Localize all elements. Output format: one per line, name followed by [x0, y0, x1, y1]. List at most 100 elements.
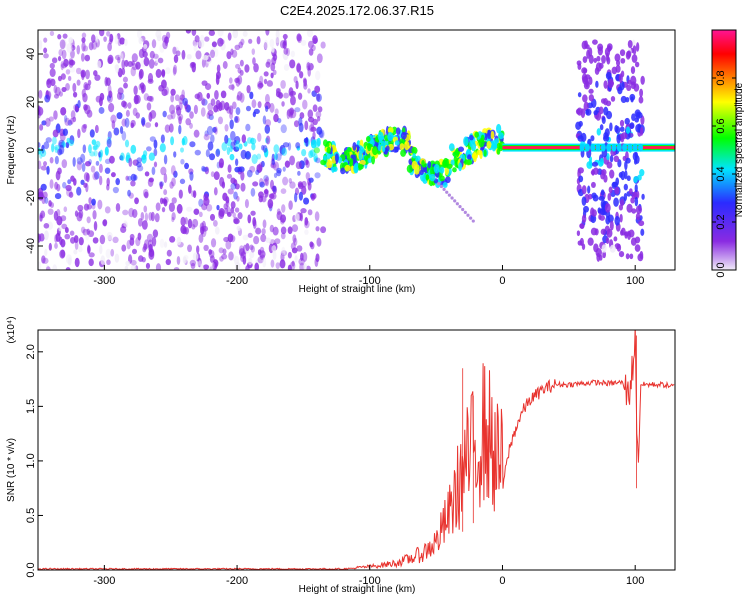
snr-y-tick-label: 0.0: [25, 562, 37, 577]
heatmap-cell: [238, 143, 243, 150]
spectrogram-y-ticks: -40 -20 0 20 40: [25, 48, 43, 254]
heatmap-cell: [615, 126, 621, 135]
colorbar-gradient: [712, 30, 736, 270]
colorbar-frame: [711, 29, 737, 271]
heatmap-cell: [577, 240, 583, 246]
heatmap-cell: [169, 235, 176, 243]
spectrogram-x-tick-label: -100: [359, 275, 381, 287]
heatmap-cell: [629, 253, 634, 260]
heatmap-cell: [616, 243, 622, 252]
heatmap-cell: [252, 57, 256, 65]
heatmap-cell: [626, 50, 632, 58]
heatmap-cell: [275, 153, 282, 161]
heatmap-cell: [52, 264, 58, 270]
heatmap-cell: [461, 207, 465, 212]
heatmap-cell: [121, 67, 126, 76]
heatmap-cell: [257, 132, 262, 142]
heatmap-cell: [130, 122, 135, 129]
heatmap-cell: [251, 154, 258, 165]
heatmap-cell: [81, 41, 86, 52]
heatmap-cell: [218, 247, 224, 254]
heatmap-cell: [635, 111, 641, 120]
colorbar-label: Normalized spectral amplitude: [734, 82, 745, 217]
heatmap-cell: [235, 77, 241, 87]
heatmap-cell: [116, 92, 122, 100]
heatmap-cell: [173, 170, 178, 178]
heatmap-cell: [637, 253, 644, 262]
spectrogram-y-tick-label: 40: [25, 48, 37, 60]
heatmap-cell: [124, 265, 129, 270]
heatmap-cell: [45, 137, 52, 143]
heatmap-cell: [121, 131, 127, 141]
heatmap-cell: [239, 69, 244, 76]
heatmap-cell: [159, 143, 166, 153]
heatmap-cell: [121, 118, 127, 127]
snr-y-tick-label: 1.5: [25, 399, 37, 414]
heatmap-cell: [493, 143, 498, 150]
heatmap-cell: [41, 120, 47, 126]
heatmap-cell: [465, 159, 472, 165]
heatmap-cell: [99, 30, 105, 37]
heatmap-cell: [65, 254, 72, 265]
heatmap-cell: [68, 191, 74, 198]
heatmap-cell: [120, 152, 125, 161]
heatmap-cell: [590, 170, 596, 176]
heatmap-cell: [50, 202, 55, 208]
heatmap-cell: [239, 59, 244, 67]
heatmap-cell: [146, 95, 153, 102]
heatmap-cell: [134, 94, 141, 104]
heatmap-cell: [590, 143, 596, 152]
heatmap-cell: [317, 106, 323, 113]
heatmap-cell: [594, 67, 600, 75]
heatmap-cell: [275, 87, 281, 94]
heatmap-cell: [125, 109, 130, 117]
heatmap-cell: [66, 42, 73, 53]
colorbar-tick-label: 0.6: [715, 118, 727, 133]
heatmap-cell: [164, 124, 171, 133]
heatmap-cell: [257, 256, 264, 264]
heatmap-cell: [445, 190, 449, 194]
heatmap-cell: [140, 116, 146, 126]
heatmap-cell: [43, 53, 49, 59]
heatmap-cell: [582, 76, 589, 85]
heatmap-cell: [598, 195, 605, 201]
heatmap-cell: [299, 262, 305, 270]
heatmap-cell: [297, 182, 304, 190]
heatmap-cell: [148, 152, 155, 161]
heatmap-cell: [176, 203, 183, 214]
heatmap-cell: [322, 155, 328, 161]
heatmap-cell: [276, 167, 282, 174]
heatmap-cell: [579, 143, 585, 152]
heatmap-cell: [121, 244, 127, 252]
spectrogram-marks: [38, 30, 675, 270]
heatmap-cell: [609, 169, 615, 179]
heatmap-cell: [130, 180, 136, 187]
heatmap-cell: [601, 244, 607, 253]
heatmap-cell: [639, 88, 644, 98]
heatmap-cell: [181, 49, 186, 60]
heatmap-cell: [73, 104, 78, 111]
heatmap-cell: [290, 242, 296, 251]
heatmap-cell: [100, 255, 106, 266]
heatmap-cell: [272, 226, 279, 236]
heatmap-cell: [99, 244, 103, 255]
heatmap-cell: [267, 198, 274, 209]
heatmap-cell: [114, 253, 120, 263]
heatmap-cell: [312, 131, 316, 140]
heatmap-cell: [87, 79, 92, 86]
heatmap-cell: [305, 136, 309, 147]
heatmap-cell: [133, 174, 138, 181]
heatmap-cell: [581, 196, 587, 206]
heatmap-cell: [295, 142, 301, 149]
heatmap-cell: [275, 37, 280, 47]
heatmap-cell: [86, 109, 93, 118]
heatmap-cell: [58, 144, 65, 155]
heatmap-cell: [63, 58, 69, 67]
heatmap-cell: [203, 133, 210, 141]
heatmap-cell: [200, 34, 205, 44]
heatmap-cell: [612, 181, 619, 188]
heatmap-cell: [204, 36, 210, 42]
heatmap-cell: [600, 98, 606, 104]
heatmap-cell: [49, 179, 54, 189]
heatmap-cell: [595, 80, 599, 88]
